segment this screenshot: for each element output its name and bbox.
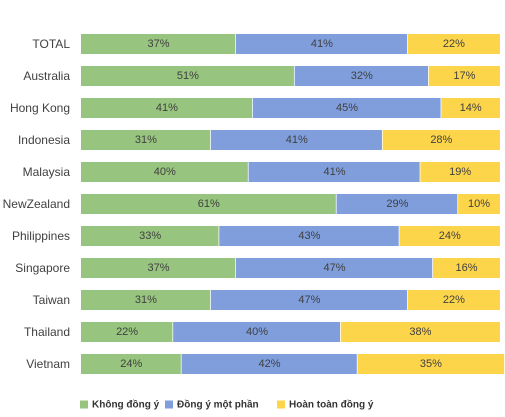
data-label-newzealand-series-1: 61% bbox=[198, 198, 220, 210]
data-label-singapore-series-1: 37% bbox=[147, 262, 169, 274]
bar-vietnam-series-3 bbox=[357, 354, 505, 374]
category-label-singapore: Singapore bbox=[15, 261, 70, 275]
bar-newzealand-series-1 bbox=[81, 194, 337, 214]
legend-label-2: Đồng ý một phần bbox=[177, 399, 259, 411]
data-label-australia-series-2: 32% bbox=[351, 70, 373, 82]
data-label-australia-series-1: 51% bbox=[177, 70, 199, 82]
bar-thailand-series-3 bbox=[340, 322, 500, 342]
bar-philippines-series-1 bbox=[81, 226, 220, 246]
data-label-taiwan-series-2: 47% bbox=[298, 294, 320, 306]
legend-swatch-2 bbox=[165, 400, 173, 409]
category-label-total: TOTAL bbox=[32, 37, 70, 51]
data-label-thailand-series-1: 22% bbox=[116, 326, 138, 338]
bar-singapore-series-2 bbox=[236, 258, 433, 278]
data-label-malaysia-series-1: 40% bbox=[154, 166, 176, 178]
bar-australia-series-2 bbox=[294, 66, 429, 86]
data-label-vietnam-series-1: 24% bbox=[120, 358, 142, 370]
data-label-total-series-2: 41% bbox=[311, 38, 333, 50]
data-label-hong-kong-series-1: 41% bbox=[156, 102, 178, 114]
data-label-indonesia-series-3: 28% bbox=[430, 134, 452, 146]
category-label-malaysia: Malaysia bbox=[23, 165, 71, 179]
bar-hong-kong-series-2 bbox=[252, 98, 442, 118]
data-label-newzealand-series-3: 10% bbox=[468, 198, 490, 210]
data-label-indonesia-series-1: 31% bbox=[135, 134, 157, 146]
data-label-malaysia-series-3: 19% bbox=[449, 166, 471, 178]
bars-group: TOTAL 37% 41% 22% Australia 51% 32% 17% Hong Kon… bbox=[3, 34, 505, 374]
bar-total-series-1 bbox=[81, 34, 237, 54]
bar-malaysia-series-1 bbox=[81, 162, 249, 182]
category-label-indonesia: Indonesia bbox=[18, 133, 70, 147]
bar-indonesia-series-3 bbox=[382, 130, 500, 150]
bar-malaysia-series-3 bbox=[420, 162, 500, 182]
bar-australia-series-3 bbox=[428, 66, 500, 86]
bar-thailand-series-1 bbox=[81, 322, 174, 342]
bar-thailand-series-2 bbox=[173, 322, 341, 342]
legend-swatch-3 bbox=[277, 400, 285, 409]
bar-vietnam-series-2 bbox=[181, 354, 358, 374]
legend: Không đồng ý Đồng ý một phần Hoàn toàn đồn… bbox=[80, 399, 374, 411]
bar-vietnam-series-1 bbox=[81, 354, 182, 374]
data-label-vietnam-series-2: 42% bbox=[259, 358, 281, 370]
legend-swatch-1 bbox=[80, 400, 88, 409]
data-label-singapore-series-2: 47% bbox=[323, 262, 345, 274]
category-label-philippines: Philippines bbox=[12, 229, 70, 243]
bar-malaysia-series-2 bbox=[248, 162, 421, 182]
bar-taiwan-series-3 bbox=[407, 290, 500, 310]
data-label-hong-kong-series-3: 14% bbox=[460, 102, 482, 114]
data-label-total-series-3: 22% bbox=[443, 38, 465, 50]
data-label-thailand-series-3: 38% bbox=[409, 326, 431, 338]
bar-indonesia-series-2 bbox=[210, 130, 383, 150]
data-label-philippines-series-2: 43% bbox=[298, 230, 320, 242]
bar-singapore-series-3 bbox=[432, 258, 500, 278]
bar-newzealand-series-2 bbox=[336, 194, 459, 214]
data-label-malaysia-series-2: 41% bbox=[323, 166, 345, 178]
data-label-indonesia-series-2: 41% bbox=[286, 134, 308, 146]
bar-hong-kong-series-3 bbox=[441, 98, 500, 118]
bar-taiwan-series-2 bbox=[210, 290, 408, 310]
bar-newzealand-series-3 bbox=[458, 194, 500, 214]
data-label-australia-series-3: 17% bbox=[453, 70, 475, 82]
category-label-hong-kong: Hong Kong bbox=[10, 101, 70, 115]
data-label-newzealand-series-2: 29% bbox=[386, 198, 408, 210]
data-label-philippines-series-1: 33% bbox=[139, 230, 161, 242]
data-label-philippines-series-3: 24% bbox=[439, 230, 461, 242]
category-label-vietnam: Vietnam bbox=[26, 357, 70, 371]
data-label-taiwan-series-1: 31% bbox=[135, 294, 157, 306]
bar-australia-series-1 bbox=[81, 66, 295, 86]
bar-philippines-series-3 bbox=[399, 226, 500, 246]
data-label-thailand-series-2: 40% bbox=[246, 326, 268, 338]
category-label-thailand: Thailand bbox=[24, 325, 70, 339]
bar-total-series-3 bbox=[407, 34, 500, 54]
data-label-vietnam-series-3: 35% bbox=[420, 358, 442, 370]
bar-total-series-2 bbox=[236, 34, 408, 54]
data-label-total-series-1: 37% bbox=[147, 38, 169, 50]
bar-taiwan-series-1 bbox=[81, 290, 211, 310]
category-label-newzealand: NewZealand bbox=[3, 197, 70, 211]
legend-label-3: Hoàn toàn đồng ý bbox=[289, 399, 374, 411]
category-label-taiwan: Taiwan bbox=[33, 293, 70, 307]
bar-philippines-series-2 bbox=[219, 226, 400, 246]
category-label-australia: Australia bbox=[23, 69, 70, 83]
legend-label-1: Không đồng ý bbox=[92, 399, 160, 411]
data-label-singapore-series-3: 16% bbox=[455, 262, 477, 274]
bar-singapore-series-1 bbox=[81, 258, 237, 278]
bar-indonesia-series-1 bbox=[81, 130, 211, 150]
data-label-hong-kong-series-2: 45% bbox=[336, 102, 358, 114]
data-label-taiwan-series-3: 22% bbox=[443, 294, 465, 306]
bar-hong-kong-series-1 bbox=[81, 98, 253, 118]
